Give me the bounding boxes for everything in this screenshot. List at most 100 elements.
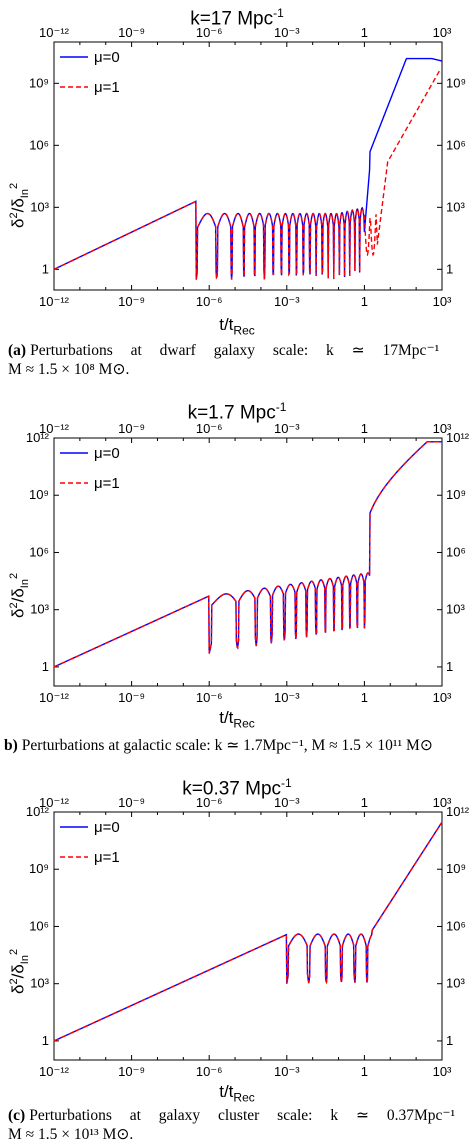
y-tick-label-right: 1 bbox=[446, 261, 453, 276]
y-axis-label: δ2/δIn2 bbox=[8, 572, 32, 618]
x-tick-label: 10⁻⁹ bbox=[118, 1064, 145, 1079]
y-tick-label-right: 10⁶ bbox=[446, 918, 466, 933]
y-tick-label: 1 bbox=[42, 1033, 49, 1048]
caption-line-2: M ≈ 1.5 × 10⁸ M⊙. bbox=[8, 361, 130, 378]
x-tick-label-top: 10⁻⁶ bbox=[196, 421, 223, 436]
y-tick-label: 10⁶ bbox=[29, 918, 49, 933]
y-tick-label: 10³ bbox=[30, 199, 49, 214]
figure-caption: b) Perturbations at galactic scale: k ≃ 1… bbox=[4, 736, 466, 755]
y-tick-label: 10³ bbox=[30, 602, 49, 617]
y-tick-label-right: 10³ bbox=[446, 199, 465, 214]
y-tick-label-right: 10¹² bbox=[446, 804, 470, 819]
chart-title: k=0.37 Mpc-1 bbox=[182, 776, 292, 800]
x-tick-label-top: 1 bbox=[361, 25, 368, 40]
y-tick-label-right: 10⁹ bbox=[446, 75, 466, 90]
x-tick-label: 10⁻³ bbox=[274, 1064, 300, 1079]
plot-frame bbox=[53, 41, 443, 291]
x-tick-label-top: 10⁻⁶ bbox=[196, 795, 223, 810]
x-tick-label-top: 10⁻¹² bbox=[39, 795, 70, 810]
x-tick-label: 10⁻⁶ bbox=[196, 294, 223, 309]
y-tick-label: 1 bbox=[42, 261, 49, 276]
y-tick-label-right: 10⁶ bbox=[446, 544, 466, 559]
y-tick-label: 10⁹ bbox=[29, 75, 49, 90]
x-tick-label: 10³ bbox=[433, 294, 452, 309]
x-tick-label-top: 10⁻⁹ bbox=[118, 421, 145, 436]
y-tick-label: 1 bbox=[42, 659, 49, 674]
y-tick-label: 10³ bbox=[30, 976, 49, 991]
figure-caption: (c) Perturbations at galaxy cluster scale… bbox=[8, 1106, 470, 1144]
y-tick-label-right: 10³ bbox=[446, 976, 465, 991]
legend-label-mu1: μ=1 bbox=[94, 849, 120, 866]
x-tick-label: 10³ bbox=[433, 1064, 452, 1079]
x-tick-label-top: 1 bbox=[361, 421, 368, 436]
legend-label-mu0: μ=0 bbox=[94, 445, 120, 462]
chart-plot: 10⁻¹²10⁻¹²10⁻⁹10⁻⁹10⁻⁶10⁻⁶10⁻³10⁻³1110³1… bbox=[26, 795, 470, 1079]
plot-frame bbox=[53, 437, 443, 687]
caption-line-1: Perturbations at galaxy cluster scale: k… bbox=[29, 1107, 456, 1124]
figure-caption: (a) Perturbations at dwarf galaxy scale: … bbox=[8, 341, 470, 379]
x-tick-label: 10⁻⁹ bbox=[118, 690, 145, 705]
panel-a: k=17 Mpc-1 10⁻¹² 10⁻¹² 10⁻⁹ 10⁻⁹ 10⁻⁶ 10⁻⁶ 10⁻… bbox=[0, 0, 474, 388]
x-tick-label: 10⁻³ bbox=[274, 294, 300, 309]
y-tick-label-right: 10⁶ bbox=[446, 137, 466, 152]
chart-title: k=1.7 Mpc-1 bbox=[187, 400, 287, 424]
x-tick-label: 10⁻¹² bbox=[39, 294, 70, 309]
chart-title: k=17 Mpc-1 bbox=[190, 6, 284, 30]
x-axis-label: t/tRec bbox=[219, 1082, 255, 1105]
x-tick-label-top: 10⁻³ bbox=[274, 795, 300, 810]
legend-label-mu0: μ=0 bbox=[94, 819, 120, 836]
x-tick-label: 10⁻¹² bbox=[39, 690, 70, 705]
y-tick-label: 10⁹ bbox=[29, 487, 49, 502]
x-tick-label: 1 bbox=[361, 690, 368, 705]
x-tick-label: 10⁻³ bbox=[274, 690, 300, 705]
y-tick-label-right: 10³ bbox=[446, 602, 465, 617]
series-mu0-line bbox=[53, 441, 442, 668]
x-tick-label-top: 1 bbox=[361, 795, 368, 810]
x-tick-label-top: 10⁻⁶ bbox=[196, 25, 223, 40]
caption-line-2: M ≈ 1.5 × 10¹³ M⊙. bbox=[8, 1126, 134, 1143]
panel-b: k=1.7 Mpc-1 10⁻¹² 10⁻¹² 10⁻⁹ 10⁻⁹ 10⁻⁶ 10⁻⁶ 10… bbox=[0, 396, 474, 768]
caption-label: (c) bbox=[8, 1107, 26, 1124]
x-tick-label-top: 10⁻¹² bbox=[39, 25, 70, 40]
y-tick-label-right: 1 bbox=[446, 659, 453, 674]
caption-label: b) bbox=[4, 737, 18, 754]
x-tick-label-top: 10⁻³ bbox=[274, 25, 300, 40]
x-tick-label-top: 10⁻³ bbox=[274, 421, 300, 436]
x-tick-label: 10⁻⁹ bbox=[118, 294, 145, 309]
x-tick-label: 1 bbox=[361, 1064, 368, 1079]
legend-label-mu1: μ=1 bbox=[94, 475, 120, 492]
legend-label-mu1: μ=1 bbox=[94, 79, 120, 96]
x-tick-label-top: 10³ bbox=[433, 795, 452, 810]
y-tick-label: 10¹² bbox=[26, 804, 50, 819]
panel-c: k=0.37 Mpc-1 10⁻¹² 10⁻¹² 10⁻⁹ 10⁻⁹ 10⁻⁶ 10⁻⁶ 1… bbox=[0, 768, 474, 1144]
x-tick-label-top: 10³ bbox=[433, 25, 452, 40]
x-tick-label-top: 10⁻¹² bbox=[39, 421, 70, 436]
x-tick-label-top: 10³ bbox=[433, 421, 452, 436]
y-tick-label-right: 10⁹ bbox=[446, 487, 466, 502]
y-axis-label: δ2/δIn2 bbox=[8, 948, 32, 994]
x-axis-label: t/tRec bbox=[219, 315, 255, 338]
y-tick-label: 10¹² bbox=[26, 430, 50, 445]
caption-label: (a) bbox=[8, 342, 27, 359]
y-tick-label-right: 1 bbox=[446, 1033, 453, 1048]
x-axis-label: t/tRec bbox=[219, 708, 255, 731]
plot-frame bbox=[53, 811, 443, 1061]
x-tick-label: 10⁻⁶ bbox=[196, 690, 223, 705]
chart-plot: 10⁻¹²10⁻¹²10⁻⁹10⁻⁹10⁻⁶10⁻⁶10⁻³10⁻³1110³1… bbox=[26, 421, 470, 705]
x-tick-label: 10⁻¹² bbox=[39, 1064, 70, 1079]
y-axis-label: δ2/δIn2 bbox=[8, 182, 32, 228]
legend-label-mu0: μ=0 bbox=[94, 49, 120, 66]
series-mu1-line bbox=[53, 821, 443, 1042]
y-tick-label-right: 10¹² bbox=[446, 430, 470, 445]
y-tick-label: 10⁶ bbox=[29, 137, 49, 152]
x-tick-label: 10³ bbox=[433, 690, 452, 705]
x-tick-label: 10⁻⁶ bbox=[196, 1064, 223, 1079]
y-tick-label: 10⁹ bbox=[29, 861, 49, 876]
chart-plot: 10⁻¹²10⁻¹²10⁻⁹10⁻⁹10⁻⁶10⁻⁶10⁻³10⁻³1110³1… bbox=[29, 25, 466, 309]
caption-line-1: Perturbations at dwarf galaxy scale: k ≃… bbox=[30, 342, 440, 359]
y-tick-label: 10⁶ bbox=[29, 544, 49, 559]
caption-line-1: Perturbations at galactic scale: k ≃ 1.7… bbox=[21, 737, 433, 754]
y-tick-label-right: 10⁹ bbox=[446, 861, 466, 876]
x-tick-label-top: 10⁻⁹ bbox=[118, 795, 145, 810]
x-tick-label: 1 bbox=[361, 294, 368, 309]
